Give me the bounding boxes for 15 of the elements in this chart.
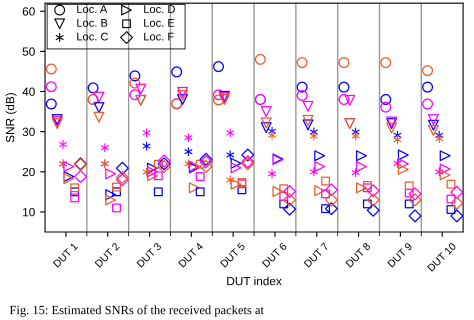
annotation: Loc. A (77, 5, 108, 14)
y-tick-label: 40 (22, 88, 35, 96)
y-tick-label: 10 (23, 208, 35, 216)
caption: Fig. 15: Estimated SNRs of the received packets at (10, 305, 264, 317)
annotation: Loc. C (77, 32, 108, 41)
y-tick-label: 30 (22, 128, 35, 136)
annotation: Loc. E (144, 19, 174, 27)
y-axis-title: SNR (dB) (6, 93, 17, 142)
y-tick-label: 20 (22, 168, 35, 176)
y-tick-label: 60 (22, 7, 35, 16)
annotation: Loc. F (144, 32, 174, 41)
x-axis-title: DUT index (227, 276, 282, 286)
annotation: Loc. D (144, 5, 175, 14)
annotation: Loc. B (77, 19, 108, 27)
y-tick-label: 50 (22, 47, 35, 56)
